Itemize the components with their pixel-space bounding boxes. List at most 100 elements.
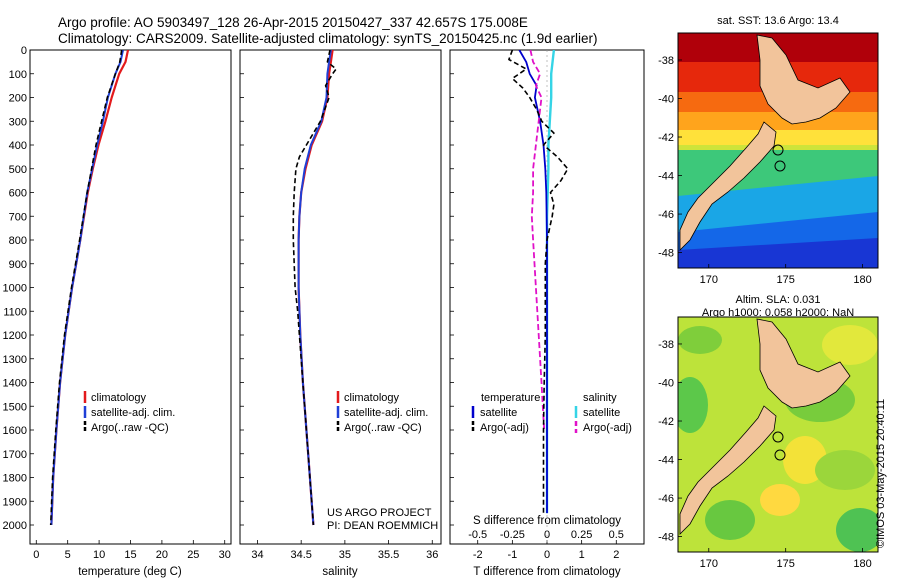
land <box>679 318 851 535</box>
diff-t-satellite-line <box>518 50 548 514</box>
t-difference-label: T difference from climatology <box>473 566 620 578</box>
legend-s-satellite: satellite <box>583 407 620 419</box>
sla-map <box>678 317 878 552</box>
map-x-tick-label: 180 <box>853 558 871 570</box>
depth-tick-label: 500 <box>9 164 27 176</box>
sal-argo-line <box>292 50 337 526</box>
x-tick-label: 10 <box>93 549 105 561</box>
legend-title-salinity: salinity <box>583 392 617 404</box>
salinity-panel-frame <box>239 49 442 545</box>
x-tick-label: 35 <box>339 549 351 561</box>
temp-satellite-line <box>50 50 124 526</box>
depth-tick-label: 600 <box>9 188 27 200</box>
depth-tick-label: 2000 <box>3 520 27 532</box>
diff-s-satellite-line <box>545 50 556 514</box>
imos-timestamp-text: ©IMOS 03-May-2015 20:40:11 <box>875 399 887 548</box>
map-y-tick-label: -42 <box>658 132 674 144</box>
map-y-tick-label: -42 <box>658 416 674 428</box>
temp-argo-line <box>49 50 123 526</box>
x-tick-label: 5 <box>65 549 71 561</box>
s-diff-tick-label: 0.25 <box>571 529 592 541</box>
land <box>679 34 851 251</box>
depth-tick-label: 1000 <box>3 283 27 295</box>
depth-axis: 0 100 200 300 400 500 600 700 800 900 1000 1100 1200… <box>3 45 454 532</box>
salinity-legend: climatology satellite-adj. clim. Argo(..… <box>336 391 428 434</box>
temperature-x-label: temperature (deg C) <box>78 566 182 578</box>
temp-climatology-line <box>50 50 130 526</box>
depth-tick-label: 1100 <box>3 306 27 318</box>
legend-climatology: climatology <box>344 392 400 404</box>
temperature-series <box>49 50 130 526</box>
difference-series <box>508 50 569 544</box>
map-x-tick-label: 175 <box>777 558 795 570</box>
difference-x-axis: -2 -1 0 1 2-0.5 -0.25 0 0.25 0.5 <box>468 529 624 561</box>
imos-timestamp: ©IMOS 03-May-2015 20:40:11 <box>871 300 889 550</box>
legend-satellite: satellite-adj. clim. <box>91 407 175 419</box>
depth-tick-label: 0 <box>21 45 27 57</box>
depth-tick-label: 1700 <box>3 449 27 461</box>
legend-climatology: climatology <box>91 392 147 404</box>
legend-title-temperature: temperature <box>481 392 540 404</box>
depth-tick-label: 1200 <box>3 330 27 342</box>
salinity-series <box>292 50 337 526</box>
sst-map-frame <box>677 32 879 269</box>
x-tick-label: 25 <box>187 549 199 561</box>
sla-map-title-2: Argo h1000: 0.058 h2000: NaN <box>702 307 854 319</box>
sal-climatology-line <box>297 50 334 526</box>
argo-float-marker <box>772 431 784 443</box>
x-tick-label: 36 <box>426 549 438 561</box>
s-diff-tick-label: 0.5 <box>609 529 624 541</box>
s-difference-label: S difference from climatology <box>473 515 621 527</box>
depth-tick-label: 200 <box>9 93 27 105</box>
legend-s-argo: Argo(-adj) <box>583 422 632 434</box>
map-y-tick-label: -44 <box>658 455 674 467</box>
sla-map-title-1: Altim. SLA: 0.031 <box>736 294 821 306</box>
secondary-float-marker <box>774 160 786 172</box>
credit-pi: PI: DEAN ROEMMICH <box>327 520 438 532</box>
difference-legend: temperature salinity satellite Argo(-adj… <box>471 392 632 434</box>
depth-tick-label: 800 <box>9 235 27 247</box>
map-y-tick-label: -38 <box>658 339 674 351</box>
temperature-legend: climatology satellite-adj. clim. Argo(..… <box>83 391 175 434</box>
temperature-x-axis: 0 5 10 15 20 25 30 <box>33 540 231 561</box>
map-y-tick-label: -44 <box>658 171 674 183</box>
x-tick-label: -2 <box>473 549 483 561</box>
sst-map-axes: 170 175 180 -38 -40 -42 -44 -46 -48 <box>658 55 872 286</box>
legend-argo: Argo(..raw -QC) <box>91 422 169 434</box>
salinity-x-label: salinity <box>322 566 357 578</box>
x-tick-label: 0 <box>544 549 550 561</box>
x-tick-label: -1 <box>507 549 517 561</box>
x-tick-label: 15 <box>124 549 136 561</box>
x-tick-label: 34.5 <box>290 549 311 561</box>
map-x-tick-label: 180 <box>853 274 871 286</box>
depth-tick-label: 1800 <box>3 473 27 485</box>
depth-tick-label: 1500 <box>3 401 27 413</box>
map-y-tick-label: -46 <box>658 493 674 505</box>
depth-tick-label: 900 <box>9 259 27 271</box>
x-tick-label: 0 <box>33 549 39 561</box>
legend-t-argo: Argo(-adj) <box>480 422 529 434</box>
sst-map-title: sat. SST: 13.6 Argo: 13.4 <box>717 15 839 27</box>
temperature-panel-frame <box>29 49 232 545</box>
depth-tick-label: 1900 <box>3 496 27 508</box>
x-tick-label: 1 <box>579 549 585 561</box>
map-y-tick-label: -48 <box>658 532 674 544</box>
legend-t-satellite: satellite <box>480 407 517 419</box>
map-x-tick-label: 175 <box>777 274 795 286</box>
x-tick-label: 35.5 <box>378 549 399 561</box>
sla-map-frame <box>677 316 879 553</box>
x-tick-label: 2 <box>613 549 619 561</box>
x-tick-label: 20 <box>156 549 168 561</box>
x-tick-label: 30 <box>219 549 231 561</box>
credit-project: US ARGO PROJECT <box>327 507 432 519</box>
x-tick-label: 34 <box>251 549 263 561</box>
header-line-1: Argo profile: AO 5903497_128 26-Apr-2015… <box>58 15 528 30</box>
map-y-tick-label: -48 <box>658 248 674 260</box>
sla-map-axes: 170 175 180 -38 -40 -42 -44 -46 -48 <box>658 339 872 570</box>
map-y-tick-label: -38 <box>658 55 674 67</box>
argo-float-marker <box>772 144 784 156</box>
map-y-tick-label: -40 <box>658 93 674 105</box>
s-diff-tick-label: -0.5 <box>468 529 487 541</box>
secondary-float-marker <box>774 449 786 461</box>
diff-s-argo-line <box>529 50 546 431</box>
